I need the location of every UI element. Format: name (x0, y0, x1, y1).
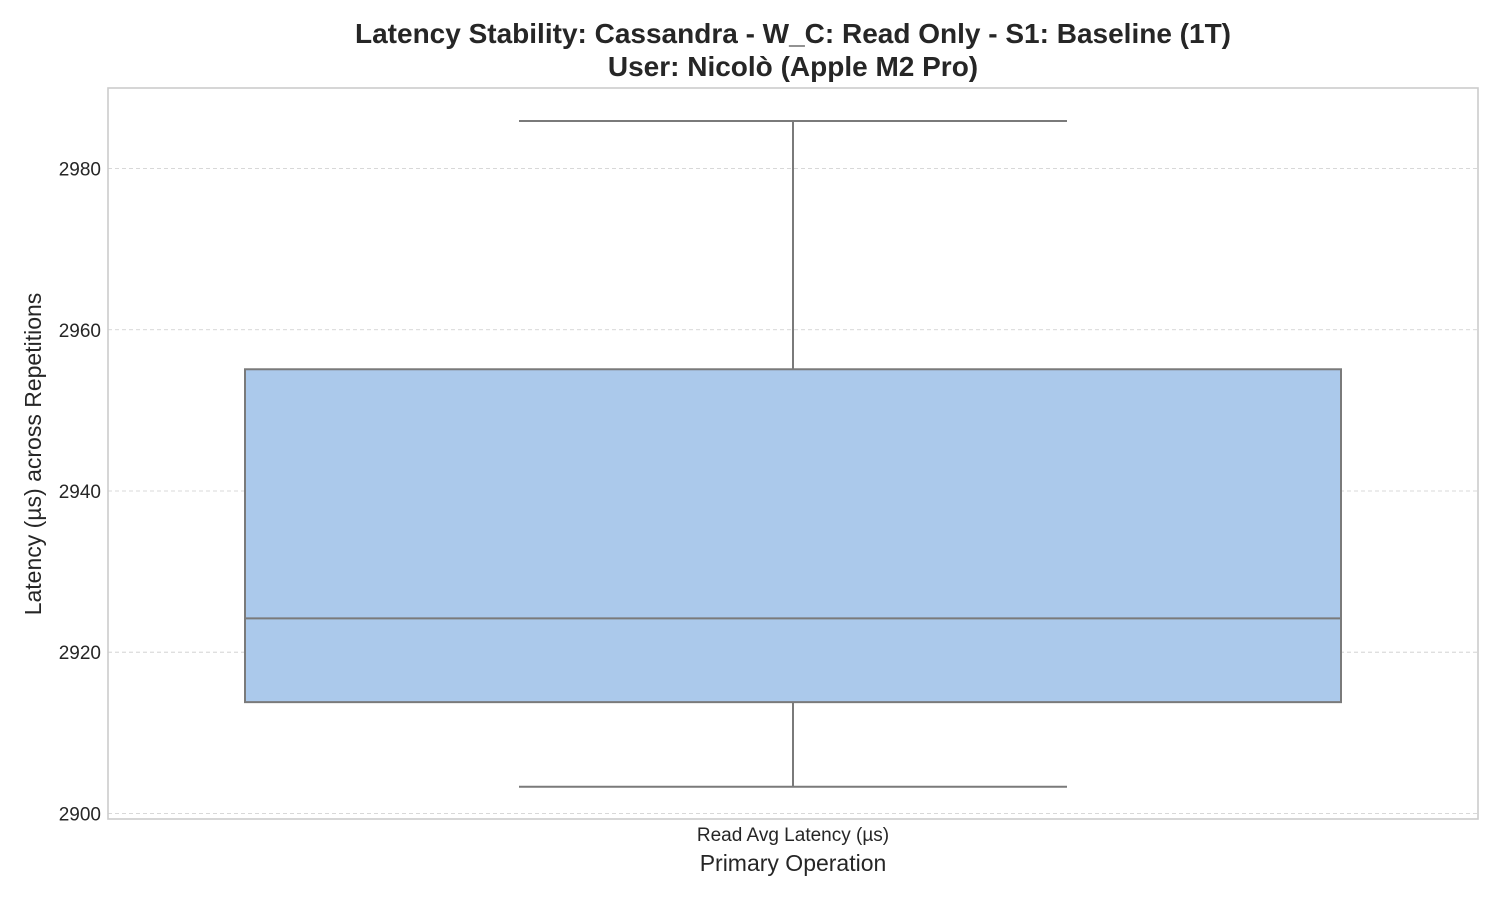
y-tick-label: 2940 (59, 482, 101, 503)
x-tick-label: Read Avg Latency (µs) (697, 825, 889, 846)
x-tick-labels: Read Avg Latency (µs) (697, 825, 889, 846)
chart-subtitle: User: Nicolò (Apple M2 Pro) (608, 51, 978, 82)
box-plot (244, 120, 1342, 788)
interquartile-box (244, 368, 1342, 704)
x-axis-label: Primary Operation (700, 850, 887, 876)
y-axis-label: Latency (µs) across Repetitions (20, 293, 46, 616)
chart-title: Latency Stability: Cassandra - W_C: Read… (355, 18, 1231, 49)
y-tick-labels: 2900 2920 2940 2960 2980 (59, 160, 101, 826)
y-tick-label: 2960 (59, 321, 101, 342)
y-tick-label: 2980 (59, 160, 101, 181)
y-tick-label: 2920 (59, 643, 101, 664)
axes-frame (107, 87, 1479, 820)
y-tick-label: 2900 (59, 804, 101, 825)
